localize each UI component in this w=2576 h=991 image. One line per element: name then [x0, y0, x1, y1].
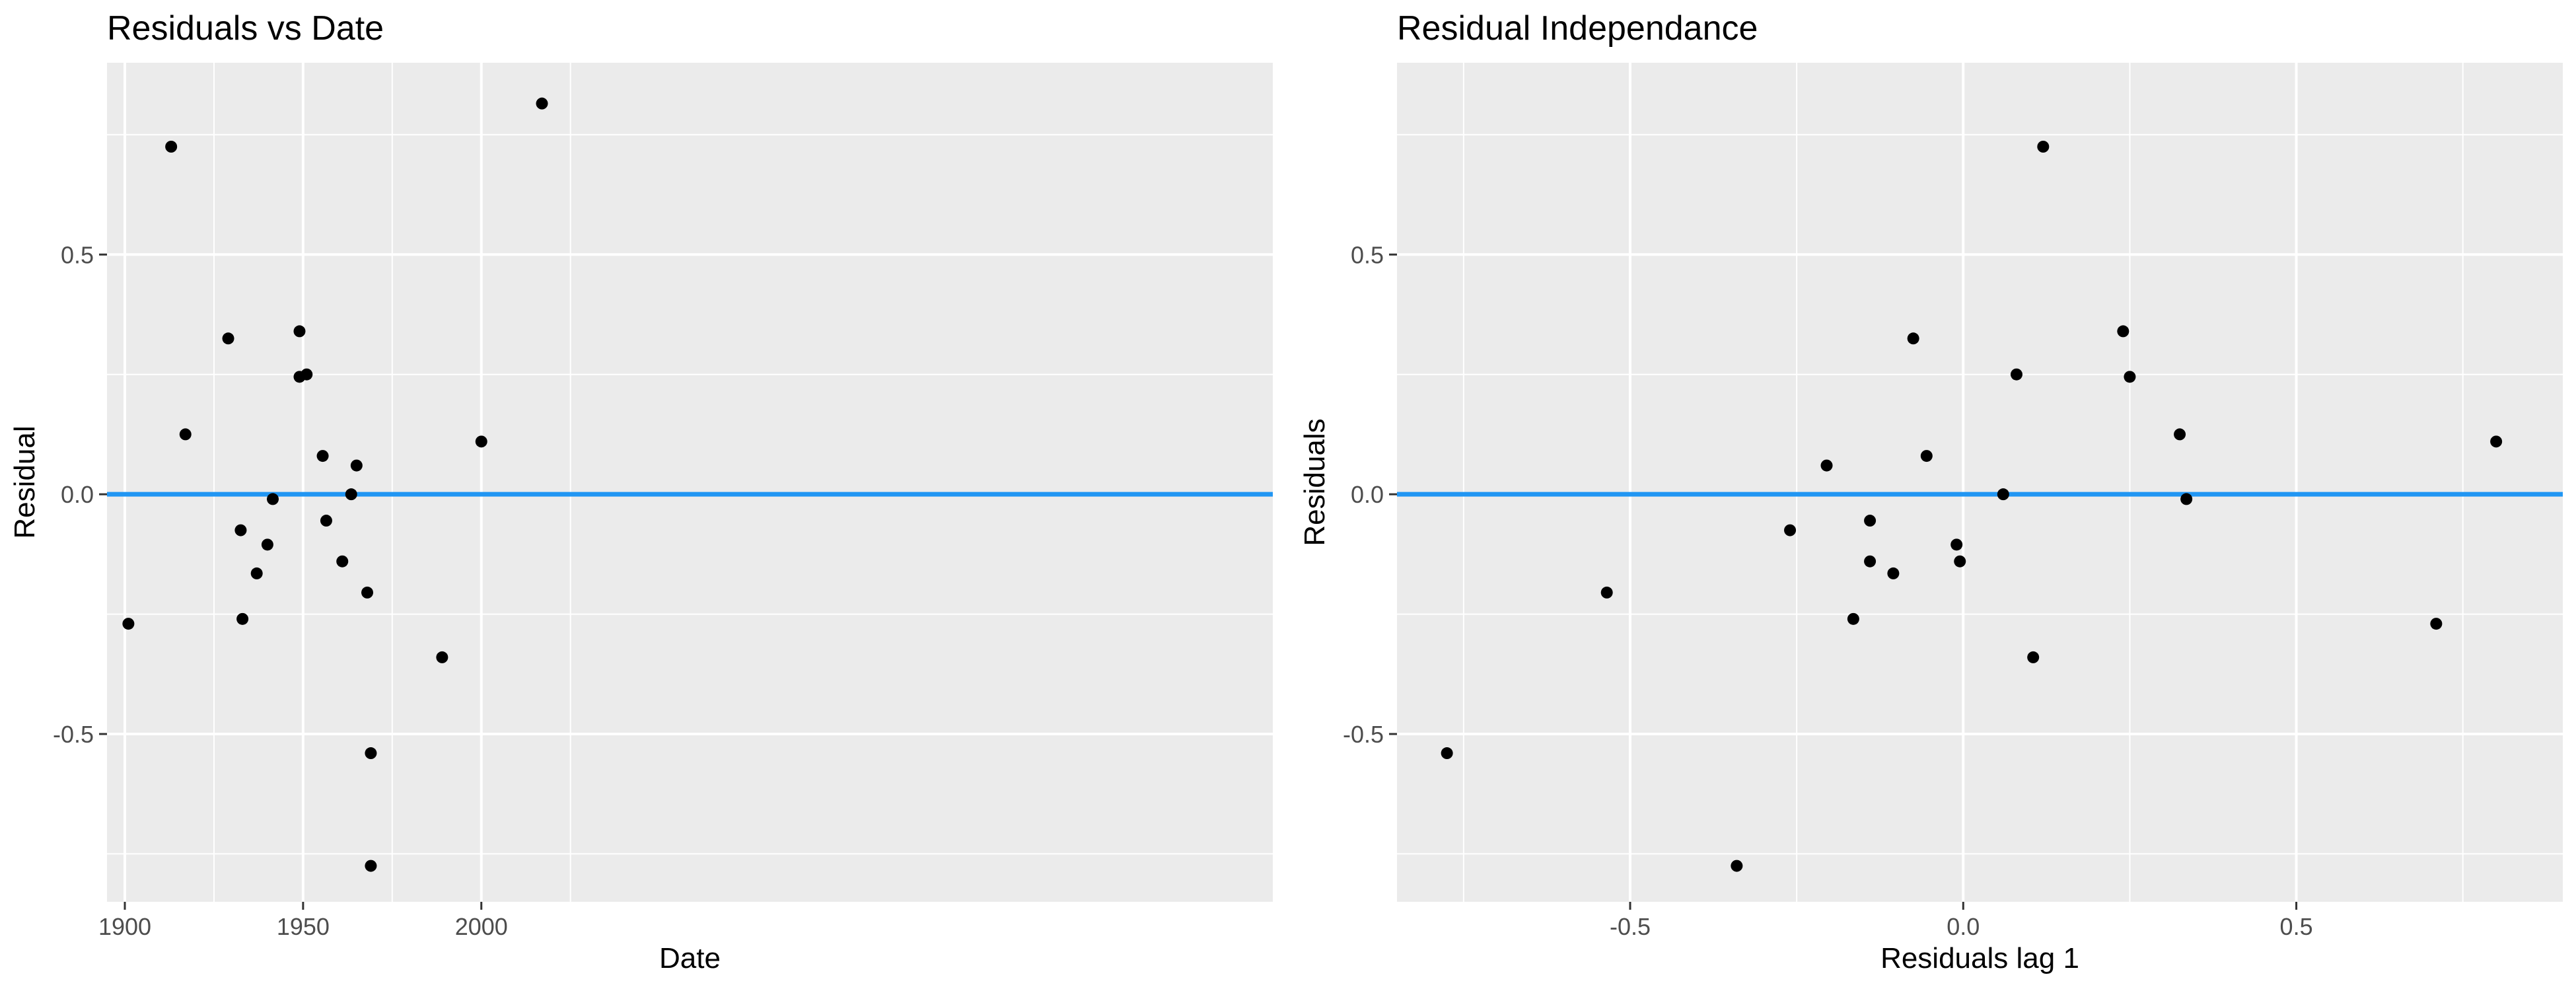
- x-tick-label: 1950: [277, 913, 330, 940]
- residual-independance-chart: Residual Independance -0.5 0.0 0.5 -0.5 0.0 0…: [1299, 9, 2563, 974]
- y-tick-label: -0.5: [53, 721, 94, 748]
- data-point: [436, 651, 448, 663]
- data-point: [250, 567, 263, 579]
- data-point: [234, 524, 247, 536]
- data-point: [1950, 538, 1963, 551]
- y-axis-label: Residuals: [1299, 418, 1331, 546]
- data-point: [1907, 332, 1919, 345]
- y-tick-label: 0.5: [1351, 241, 1384, 268]
- x-tick-label: 2000: [455, 913, 508, 940]
- data-point: [1864, 555, 1877, 568]
- axis-ticks: 1900 1950 2000 -0.5 0.0 0.5: [53, 241, 508, 940]
- data-point: [361, 586, 374, 599]
- data-point: [1864, 515, 1877, 527]
- data-point: [261, 538, 273, 551]
- data-point: [1820, 459, 1833, 472]
- data-point: [293, 325, 306, 338]
- residuals-vs-date-chart: Residuals vs Date 1900 1950 2000 -0.5 0.0 0.5…: [9, 9, 1273, 974]
- data-point: [316, 450, 329, 462]
- x-tick-label: 0.5: [2280, 913, 2313, 940]
- axis-ticks: -0.5 0.0 0.5 -0.5 0.0 0.5: [1343, 241, 2313, 940]
- data-point: [1731, 860, 1743, 872]
- data-point: [536, 97, 548, 110]
- data-point: [266, 493, 279, 505]
- data-point: [222, 332, 234, 345]
- data-point: [2124, 371, 2136, 383]
- data-point: [345, 488, 357, 501]
- data-point: [2010, 368, 2022, 381]
- data-point: [2174, 428, 2186, 441]
- data-point: [1847, 612, 1859, 625]
- data-point: [475, 435, 487, 448]
- y-tick-label: 0.0: [61, 481, 94, 508]
- data-point: [236, 612, 249, 625]
- data-point: [365, 747, 377, 760]
- data-points: [1441, 141, 2503, 872]
- data-point: [1784, 524, 1797, 536]
- data-point: [1441, 747, 1453, 760]
- data-point: [1887, 567, 1900, 579]
- x-tick-label: -0.5: [1610, 913, 1651, 940]
- data-point: [350, 459, 363, 472]
- x-tick-label: 0.0: [1947, 913, 1980, 940]
- data-point: [2117, 325, 2129, 338]
- data-points: [122, 97, 548, 872]
- y-tick-label: 0.5: [61, 241, 94, 268]
- y-tick-label: -0.5: [1343, 721, 1384, 748]
- x-axis-label: Residuals lag 1: [1880, 942, 2079, 974]
- data-point: [365, 860, 377, 872]
- data-point: [320, 515, 332, 527]
- data-point: [1997, 488, 2009, 501]
- chart-title: Residual Independance: [1397, 9, 1758, 48]
- x-axis-label: Date: [659, 942, 721, 974]
- data-point: [1920, 450, 1933, 462]
- data-point: [2180, 493, 2193, 505]
- data-point: [122, 618, 135, 630]
- data-point: [2037, 141, 2050, 153]
- data-point: [1954, 555, 1966, 568]
- data-point: [179, 428, 192, 441]
- data-point: [301, 368, 313, 381]
- y-tick-label: 0.0: [1351, 481, 1384, 508]
- data-point: [2027, 651, 2040, 663]
- data-point: [165, 141, 178, 153]
- x-tick-label: 1900: [98, 913, 151, 940]
- data-point: [1600, 586, 1613, 599]
- plot-panel: [1397, 63, 2563, 902]
- data-point: [336, 555, 349, 568]
- data-point: [2430, 618, 2443, 630]
- plot-panel: [107, 63, 1273, 902]
- data-point: [2490, 435, 2503, 448]
- y-axis-label: Residual: [9, 425, 41, 538]
- chart-title: Residuals vs Date: [107, 9, 384, 48]
